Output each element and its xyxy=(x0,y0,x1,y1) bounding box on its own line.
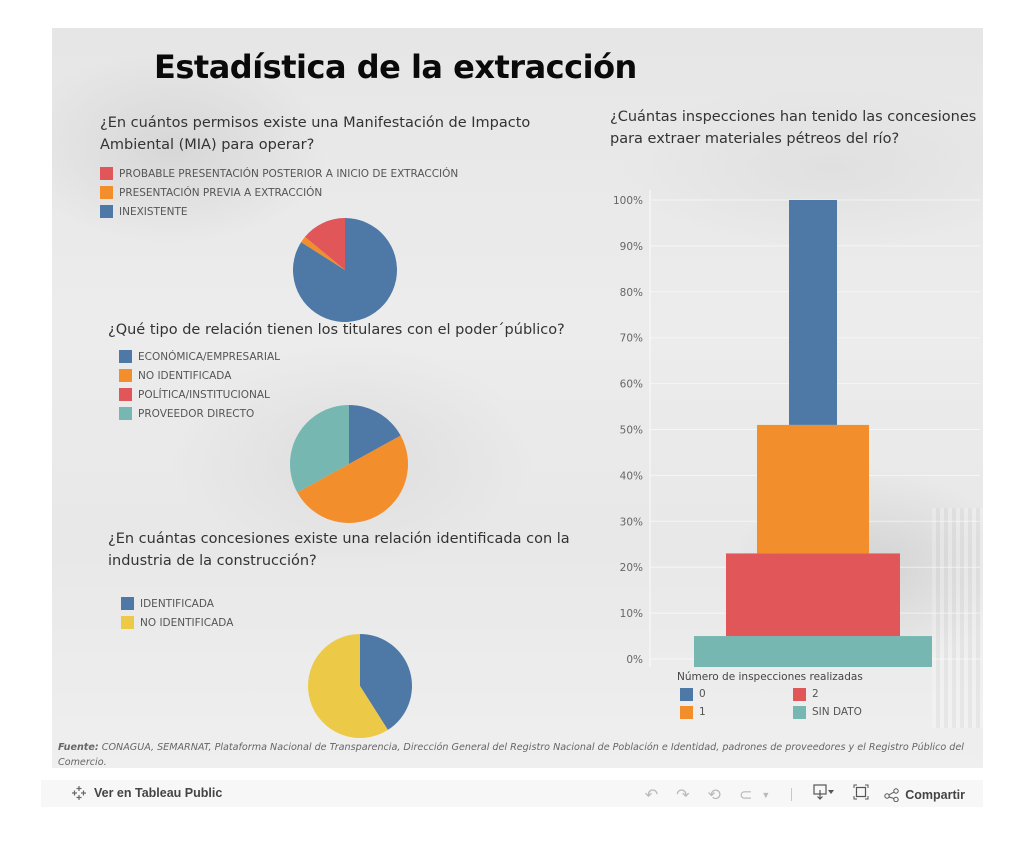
tableau-toolbar: Ver en Tableau Public ↶ ↷ ⟲ ⊂ ▼ Comparti… xyxy=(41,780,983,807)
legend-swatch xyxy=(793,705,806,719)
inspections-legend: Número de inspecciones realizadas 0 2 1 … xyxy=(677,671,890,720)
legend-label: POLÍTICA/INSTITUCIONAL xyxy=(138,388,270,401)
share-label: Compartir xyxy=(905,787,965,802)
y-tick-label: 100% xyxy=(613,195,643,207)
redo-icon[interactable]: ↷ xyxy=(676,786,690,804)
y-tick-label: 40% xyxy=(620,470,643,482)
pie-slice-presentaci-n-previa-a-extracci-n[interactable] xyxy=(301,236,345,270)
legend-item[interactable]: 0 xyxy=(677,686,790,702)
legend-swatch xyxy=(119,388,132,401)
legend-label: NO IDENTIFICADA xyxy=(140,616,234,629)
legend-item[interactable]: 2 xyxy=(790,686,890,702)
legend-swatch xyxy=(119,369,132,382)
y-tick-label: 10% xyxy=(620,608,643,620)
download-icon[interactable] xyxy=(813,784,835,805)
bar-segment-2[interactable] xyxy=(726,553,900,637)
relation-legend: ECONÓMICA/EMPRESARIAL NO IDENTIFICADA PO… xyxy=(119,347,280,423)
legend-item[interactable]: PRESENTACIÓN PREVIA A EXTRACCIÓN xyxy=(100,183,458,202)
legend-label: INEXISTENTE xyxy=(119,205,188,218)
legend-label: 1 xyxy=(699,706,706,718)
undo-icon[interactable]: ↶ xyxy=(644,786,659,804)
legend-item[interactable]: IDENTIFICADA xyxy=(121,594,233,613)
y-tick-label: 70% xyxy=(620,333,643,345)
pie-slice-identificada[interactable] xyxy=(360,634,412,730)
legend-item[interactable]: SIN DATO xyxy=(790,704,890,720)
pie-slice-econ-mica-empresarial[interactable] xyxy=(349,405,401,464)
bar-segment-sin-dato[interactable] xyxy=(694,636,932,667)
legend-swatch xyxy=(680,705,693,719)
y-tick-label: 0% xyxy=(626,654,643,666)
source-text: CONAGUA, SEMARNAT, Plataforma Nacional d… xyxy=(58,742,964,768)
dropdown-icon[interactable]: ▼ xyxy=(761,789,771,800)
pie-slice-probable-presentaci-n-posterior-a-inicio-de-extracci-n[interactable] xyxy=(304,218,345,270)
toolbar-actions: ↶ ↷ ⟲ ⊂ ▼ Compartir xyxy=(636,784,965,805)
legend-swatch xyxy=(100,167,113,180)
y-tick-label: 90% xyxy=(620,241,643,253)
share-button[interactable]: Compartir xyxy=(884,788,965,802)
bar-segment-1[interactable] xyxy=(757,424,869,554)
bar-segment-0[interactable] xyxy=(789,200,837,425)
pie-slice-proveedor-directo[interactable] xyxy=(290,405,349,493)
view-on-tableau-button[interactable]: Ver en Tableau Public xyxy=(71,785,222,801)
inspections-question: ¿Cuántas inspecciones han tenido las con… xyxy=(610,109,977,147)
pie-slice-no-identificada[interactable] xyxy=(308,634,388,738)
y-tick-label: 30% xyxy=(620,516,643,528)
legend-label: ECONÓMICA/EMPRESARIAL xyxy=(138,350,280,363)
tableau-logo-icon xyxy=(72,786,86,800)
relation-pie-chart[interactable] xyxy=(288,403,412,527)
source-note: Fuente: CONAGUA, SEMARNAT, Plataforma Na… xyxy=(58,740,983,768)
construction-legend: IDENTIFICADA NO IDENTIFICADA xyxy=(121,594,233,632)
legend-swatch xyxy=(680,687,693,701)
mia-legend: PROBABLE PRESENTACIÓN POSTERIOR A INICIO… xyxy=(100,164,458,221)
legend-item[interactable]: PROVEEDOR DIRECTO xyxy=(119,404,280,423)
view-on-tableau-label: Ver en Tableau Public xyxy=(94,786,223,800)
fullscreen-icon[interactable] xyxy=(853,784,869,805)
legend-item[interactable]: NO IDENTIFICADA xyxy=(121,613,233,632)
legend-swatch xyxy=(121,597,134,610)
legend-item[interactable]: ECONÓMICA/EMPRESARIAL xyxy=(119,347,280,366)
legend-swatch xyxy=(793,687,806,701)
dashboard: Estadística de la extracción ¿En cuántos… xyxy=(52,28,983,768)
refresh-icon[interactable]: ⊂ xyxy=(738,786,753,804)
y-tick-label: 20% xyxy=(620,562,643,574)
legend-swatch xyxy=(100,186,113,199)
legend-label: PRESENTACIÓN PREVIA A EXTRACCIÓN xyxy=(119,186,323,199)
legend-swatch xyxy=(119,407,132,420)
legend-label: IDENTIFICADA xyxy=(140,597,214,610)
legend-item[interactable]: 1 xyxy=(677,704,790,720)
legend-label: NO IDENTIFICADA xyxy=(138,369,232,382)
legend-swatch xyxy=(100,205,113,218)
y-tick-label: 50% xyxy=(620,425,643,437)
mia-pie-chart[interactable] xyxy=(290,215,400,325)
construction-pie-chart[interactable] xyxy=(306,632,414,740)
pie-slice-no-identificada[interactable] xyxy=(297,435,408,523)
legend-label: SIN DATO xyxy=(812,706,862,718)
y-tick-label: 80% xyxy=(620,287,643,299)
legend-label: PROBABLE PRESENTACIÓN POSTERIOR A INICIO… xyxy=(119,167,459,180)
inspections-bar-chart[interactable]: 0% 10% 20% 30% 40% 50% 60% 70% 80% 90% 100% xyxy=(600,178,980,668)
dashboard-title: Estadística de la extracción xyxy=(154,48,637,86)
legend-item[interactable]: NO IDENTIFICADA xyxy=(119,366,280,385)
share-icon xyxy=(884,787,899,802)
toolbar-divider xyxy=(791,788,793,801)
legend-swatch xyxy=(119,350,132,363)
legend-swatch xyxy=(121,616,134,629)
background-texture xyxy=(932,508,983,728)
legend-label: 2 xyxy=(812,688,819,700)
legend-item[interactable]: PROBABLE PRESENTACIÓN POSTERIOR A INICIO… xyxy=(100,164,458,183)
source-label: Fuente: xyxy=(58,742,99,753)
mia-question: ¿En cuántos permisos existe una Manifest… xyxy=(100,115,531,153)
construction-question: ¿En cuántas concesiones existe una relac… xyxy=(108,531,570,569)
revert-icon[interactable]: ⟲ xyxy=(707,786,721,804)
legend-label: 0 xyxy=(699,688,706,700)
legend-item[interactable]: POLÍTICA/INSTITUCIONAL xyxy=(119,385,280,404)
legend-label: PROVEEDOR DIRECTO xyxy=(138,407,255,420)
relation-question: ¿Qué tipo de relación tienen los titular… xyxy=(108,322,565,338)
legend-title: Número de inspecciones realizadas xyxy=(677,671,863,683)
y-tick-label: 60% xyxy=(620,379,643,391)
legend-item[interactable]: INEXISTENTE xyxy=(100,202,458,221)
